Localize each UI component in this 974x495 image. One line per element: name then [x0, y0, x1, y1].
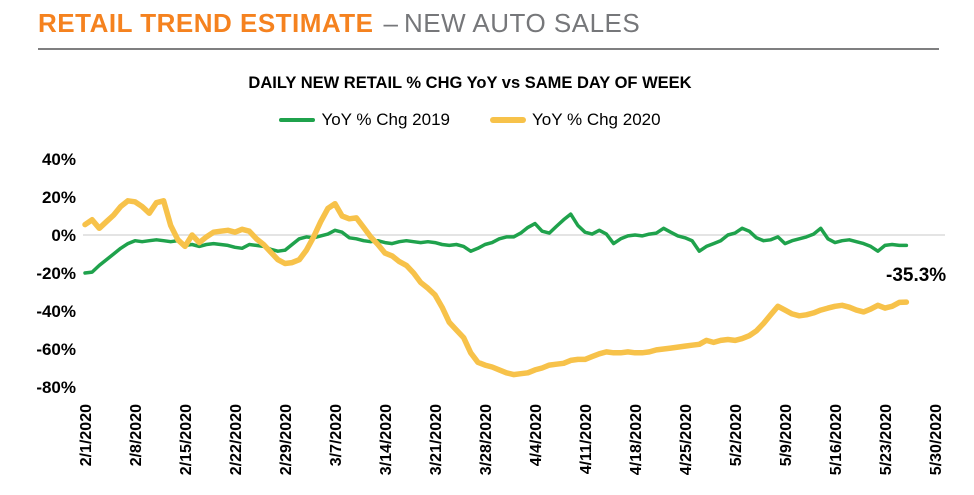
chart-legend: YoY % Chg 2019 YoY % Chg 2020 [0, 110, 940, 130]
x-axis-labels: 2/1/2020 2/8/2020 2/15/2020 2/22/2020 2/29/2… [78, 404, 945, 475]
y-tick-label: -80% [36, 378, 76, 397]
x-tick-label: 4/25/2020 [678, 404, 695, 475]
x-tick-label: 4/4/2020 [528, 404, 545, 466]
y-tick-label: 20% [42, 188, 76, 207]
x-tick-label: 3/14/2020 [378, 404, 395, 475]
y-tick-label: -60% [36, 340, 76, 359]
x-tick-label: 4/11/2020 [578, 404, 595, 474]
legend-item-2020: YoY % Chg 2020 [490, 110, 661, 130]
legend-label-2020: YoY % Chg 2020 [532, 110, 661, 129]
page-title-secondary: NEW AUTO SALES [403, 8, 641, 38]
x-tick-label: 2/1/2020 [78, 404, 95, 466]
series-line-2020 [82, 198, 910, 378]
series-line-2019 [83, 212, 909, 275]
x-tick-label: 5/30/2020 [928, 404, 945, 475]
y-tick-label: -40% [36, 302, 76, 321]
y-tick-label: -20% [36, 264, 76, 283]
x-tick-label: 2/29/2020 [278, 404, 295, 475]
legend-swatch-2020 [490, 117, 526, 123]
page-title-accent: RETAIL TREND ESTIMATE [38, 8, 374, 38]
x-tick-label: 5/16/2020 [828, 404, 845, 475]
final-value-annotation: -35.3% [886, 265, 947, 286]
chart-title: DAILY NEW RETAIL % CHG YoY vs SAME DAY O… [248, 74, 692, 92]
x-tick-label: 5/23/2020 [878, 404, 895, 475]
x-tick-label: 2/15/2020 [178, 404, 195, 475]
page-title: RETAIL TREND ESTIMATE – NEW AUTO SALES [38, 6, 640, 40]
y-tick-label: 0% [51, 226, 76, 245]
x-tick-label: 3/21/2020 [428, 404, 445, 475]
x-tick-label: 2/8/2020 [128, 404, 145, 466]
header-divider [38, 48, 939, 50]
legend-item-2019: YoY % Chg 2019 [279, 110, 450, 130]
x-tick-label: 3/28/2020 [478, 404, 495, 475]
legend-swatch-2019 [279, 118, 316, 122]
legend-label-2019: YoY % Chg 2019 [321, 110, 450, 129]
x-tick-label: 4/18/2020 [628, 404, 645, 475]
x-tick-label: 5/9/2020 [778, 404, 795, 466]
page-title-separator: – [383, 8, 398, 38]
y-tick-label: 40% [42, 150, 76, 169]
x-tick-label: 2/22/2020 [228, 404, 245, 475]
x-tick-label: 3/7/2020 [328, 404, 345, 466]
x-tick-label: 5/2/2020 [728, 404, 745, 466]
